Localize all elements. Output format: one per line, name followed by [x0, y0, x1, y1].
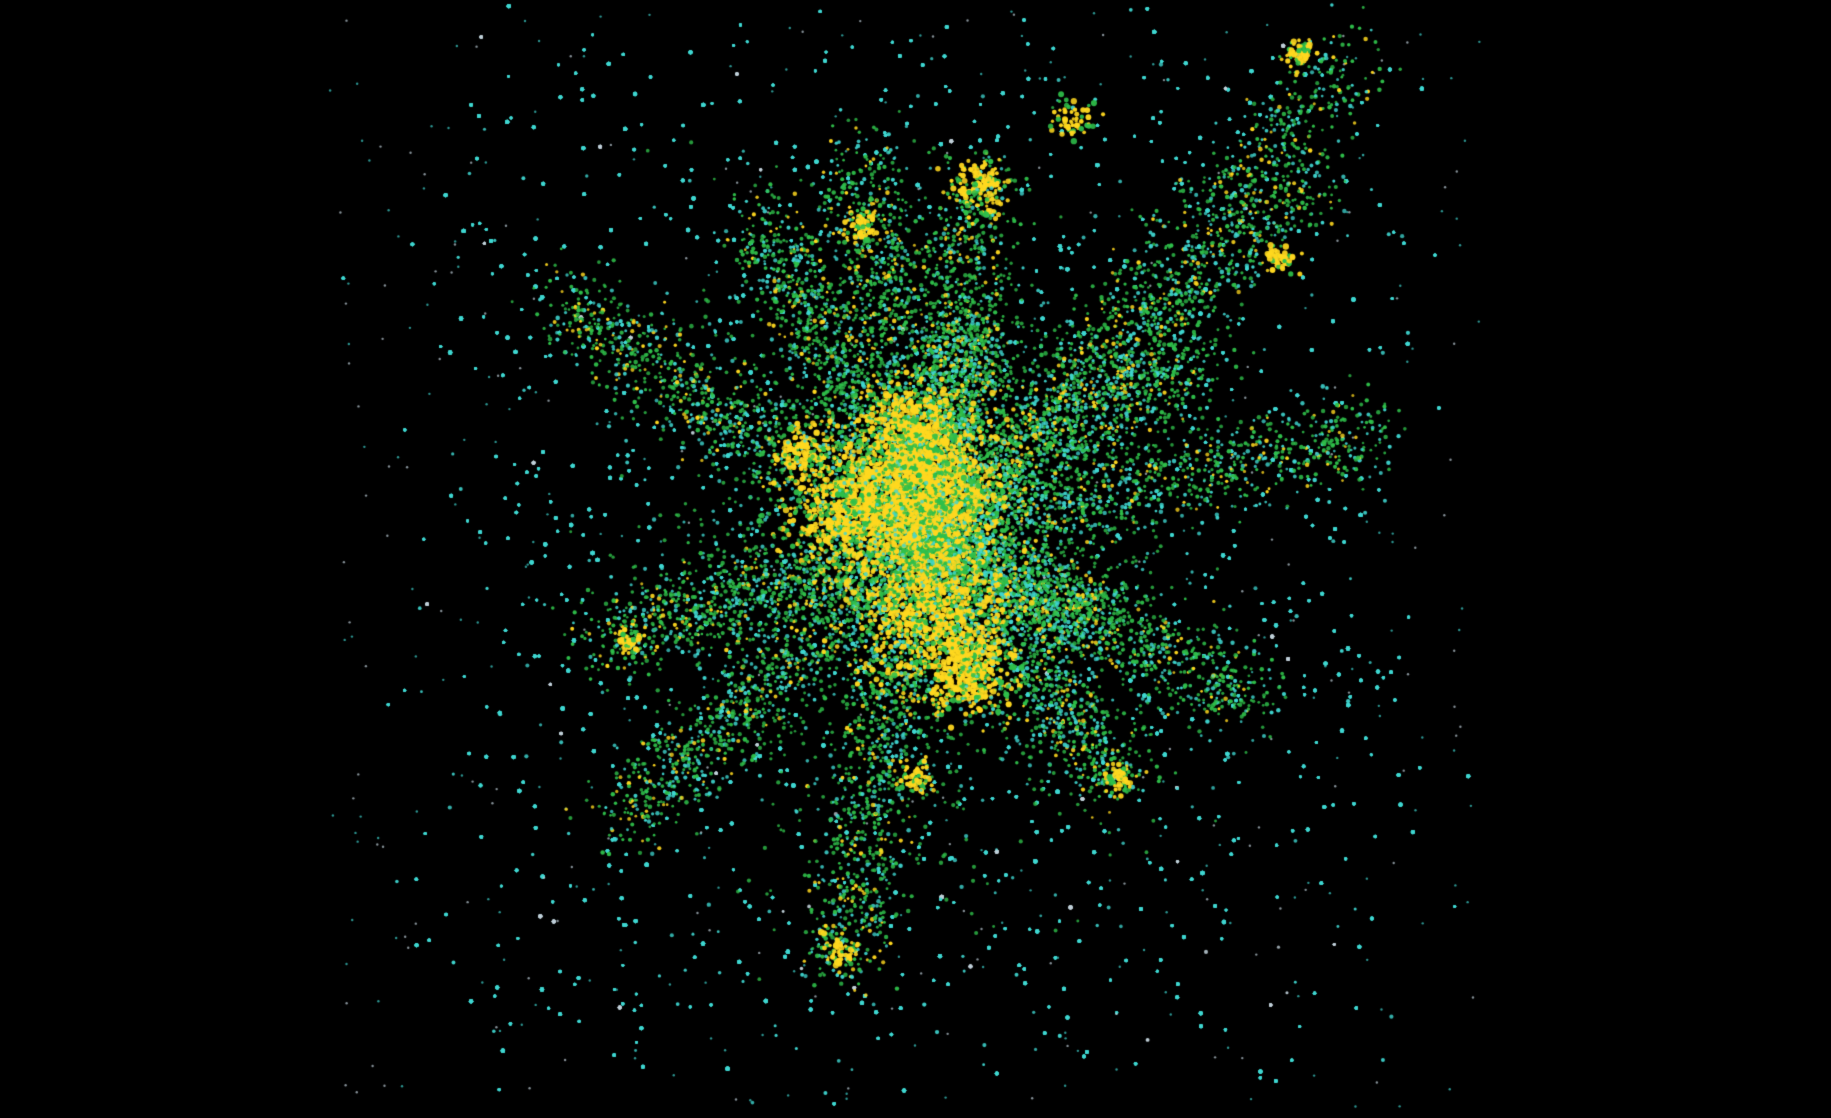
- particle-cloud-canvas: [0, 0, 1831, 1118]
- particle-field-image: [0, 0, 1831, 1118]
